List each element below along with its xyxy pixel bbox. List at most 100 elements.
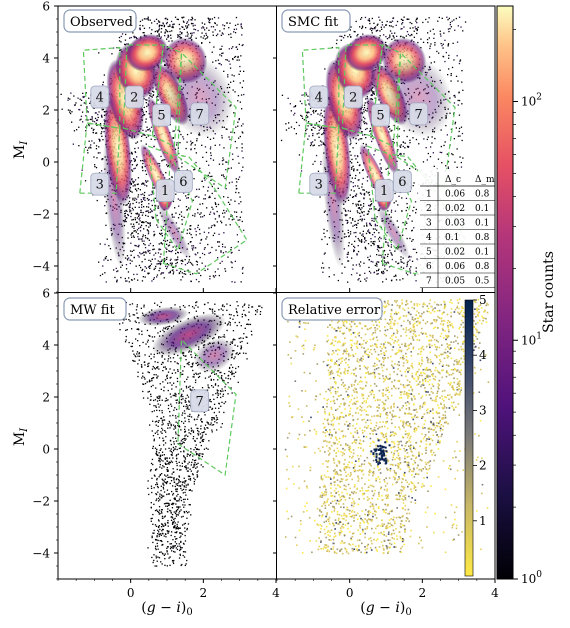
error-colorbar-ticks: 1 2 3 4 5 [473, 293, 487, 528]
error-colorbar-tick-label: 5 [479, 293, 487, 307]
delta-table-cell: 0.06 [445, 190, 465, 200]
y-tick-label: 2 [42, 104, 50, 118]
delta-table-cell: 0.8 [475, 190, 490, 200]
delta-table-header-2: Δ_m [475, 175, 495, 185]
panel-smc-fit: 1 2 3 4 5 6 7 SMC fit Δ_c Δ_m 1 0.06 0.8 2 0.02 0.1 3 0… [277, 6, 495, 293]
relative-error-map [284, 298, 490, 555]
error-colorbar-tick-label: 4 [479, 348, 487, 362]
x-tick-label: 0 [346, 586, 354, 600]
region-label-7: 7 [190, 389, 210, 413]
region-label-text-1: 1 [380, 184, 388, 199]
delta-table-cell: 6 [426, 262, 432, 272]
region-label-text-6: 6 [398, 175, 406, 190]
delta-table-cell: 0.5 [475, 277, 490, 287]
panel-title-smc-text: SMC fit [288, 15, 339, 30]
region-label-7: 7 [190, 102, 210, 126]
y-tick-label: 4 [42, 339, 50, 353]
panel-title-mw-text: MW fit [70, 303, 115, 318]
delta-table-cell: 0.06 [445, 262, 465, 272]
delta-table-cell: 4 [426, 233, 432, 243]
delta-table-cell: 0.1 [475, 219, 489, 229]
region-label-5: 5 [152, 103, 171, 127]
delta-table-cell: 2 [426, 204, 432, 214]
delta-table-cell: 0.1 [475, 248, 489, 258]
colorbar-tick-label: 102 [521, 93, 542, 109]
delta-table-cell: 0.03 [445, 219, 465, 229]
panel-observed: 1 2 3 4 5 6 7 Observed [58, 6, 276, 292]
y-tick-label: −2 [32, 208, 50, 222]
region-label-text-3: 3 [96, 178, 104, 193]
region-outline-5 [151, 44, 183, 148]
region-label-text-4: 4 [315, 91, 323, 106]
region-label-6: 6 [173, 170, 193, 193]
panel-title-observed-text: Observed [70, 15, 133, 30]
y-tick-label: 4 [42, 52, 50, 66]
region-label-4: 4 [309, 85, 329, 109]
error-colorbar-tick-label: 1 [479, 514, 487, 528]
delta-table-cell: 0.02 [445, 204, 465, 214]
region-label-1: 1 [155, 179, 175, 203]
delta-table-cell: 0.05 [445, 277, 465, 287]
region-label-3: 3 [309, 172, 329, 196]
region-label-text-2: 2 [130, 91, 138, 106]
region-label-6: 6 [392, 170, 412, 193]
region-label-1: 1 [374, 179, 394, 203]
axis-ticks: −4 −2 0 2 4 6 −4 −2 0 2 4 6 0 2 4 0 2 4 [32, 0, 499, 600]
y-tick-label: 6 [42, 0, 50, 14]
delta-table-row-7: 7 0.05 0.5 [420, 277, 495, 288]
mw-region-labels: 7 [190, 389, 210, 413]
region-outline-7 [396, 51, 456, 190]
region-label-text-1: 1 [161, 184, 169, 199]
region-label-7: 7 [409, 102, 429, 126]
delta-table-header-1: Δ_c [445, 175, 461, 185]
delta-table: Δ_c Δ_m 1 0.06 0.8 2 0.02 0.1 3 0.03 0.1 4 0.1 0.8 5 0.… [418, 169, 495, 293]
delta-table-row-1: 1 0.06 0.8 [420, 190, 495, 201]
region-label-5: 5 [371, 103, 390, 127]
region-label-text-3: 3 [315, 178, 323, 193]
x-axis-title-right: (g − i)0 [360, 600, 411, 618]
x-tick-label: 2 [419, 586, 427, 600]
x-tick-label: 0 [127, 586, 135, 600]
region-label-text-7: 7 [415, 107, 423, 122]
region-label-text-4: 4 [96, 91, 104, 106]
region-outline-7 [177, 51, 237, 190]
y-tick-label: 0 [42, 443, 50, 457]
delta-table-row-5: 5 0.02 0.1 [420, 248, 495, 259]
delta-table-row-4: 4 0.1 0.8 [420, 233, 495, 245]
observed-region-labels: 1 2 3 4 5 6 7 [90, 85, 210, 203]
delta-table-row-2: 2 0.02 0.1 [420, 204, 495, 216]
error-colorbar-tick-label: 3 [479, 403, 487, 417]
y-axis-title-bottom: MI [12, 427, 30, 446]
panel-relative-error: Relative error 1 2 3 4 5 [277, 293, 495, 579]
x-tick-label: 4 [272, 586, 280, 600]
x-tick-label: 2 [200, 586, 208, 600]
error-colorbar-tick-label: 2 [479, 459, 487, 473]
y-tick-label: −4 [32, 260, 50, 274]
smc-region-labels: 1 2 3 4 5 6 7 [309, 85, 429, 203]
star-counts-colorbar-label: Star counts [541, 251, 557, 333]
delta-table-cell: 1 [426, 190, 432, 200]
region-outline-5 [370, 44, 402, 148]
panel-title-smc: SMC fit [281, 9, 351, 33]
x-tick-label: 4 [491, 586, 499, 600]
x-axis-title-left: (g − i)0 [141, 600, 192, 618]
region-label-4: 4 [90, 85, 110, 109]
mw-density-map [106, 301, 263, 567]
delta-table-row-6: 6 0.06 0.8 [420, 262, 495, 274]
region-outline-7 [177, 338, 237, 477]
delta-table-cell: 3 [426, 219, 432, 229]
region-outline-6 [162, 153, 248, 275]
delta-table-cell: 0.1 [445, 233, 459, 243]
y-tick-label: 2 [42, 391, 50, 405]
panel-mw-fit: 7 MW fit [58, 293, 276, 579]
delta-table-cell: 0.8 [475, 233, 490, 243]
error-colorbar [464, 299, 474, 577]
delta-table-cell: 5 [426, 248, 432, 258]
region-label-2: 2 [124, 85, 144, 109]
star-counts-colorbar-ticks: 100 101 102 [513, 29, 542, 586]
star-counts-colorbar-bar [496, 5, 514, 580]
delta-table-cell: 7 [426, 277, 432, 287]
y-tick-label: 0 [42, 156, 50, 170]
colorbar-tick-label: 101 [521, 331, 542, 347]
region-label-text-5: 5 [376, 109, 384, 124]
